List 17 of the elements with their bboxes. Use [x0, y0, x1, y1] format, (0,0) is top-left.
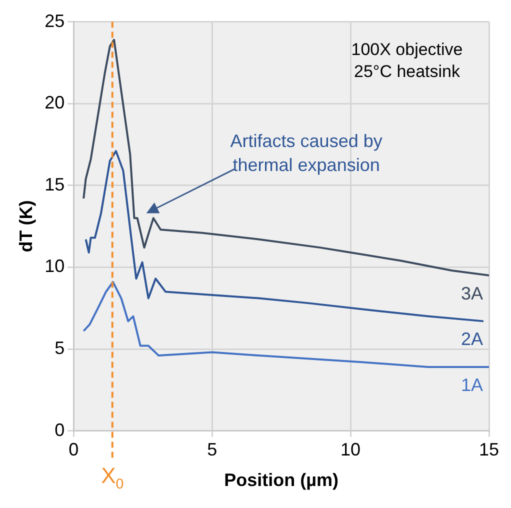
x-tick-label: 0	[68, 440, 79, 460]
y-tick-label: 5	[54, 338, 65, 358]
series-label: 3A	[460, 283, 483, 304]
y-tick-label: 10	[44, 256, 65, 276]
series-label: 1A	[460, 374, 483, 395]
x-axis-title: Position (µm)	[224, 470, 338, 490]
y-axis-title: dT (K)	[16, 200, 36, 252]
y-tick-label: 0	[54, 420, 65, 440]
y-tick-label: 20	[44, 92, 65, 113]
series-label: 2A	[460, 329, 483, 350]
y-tick-label: 15	[44, 174, 65, 194]
annotation: Artifacts caused by thermal expansion	[230, 131, 382, 176]
x-tick-label: 10	[340, 440, 361, 460]
x-tick-label: 15	[478, 440, 500, 460]
x-tick-label: 5	[207, 440, 218, 460]
y-tick-label: 25	[44, 10, 65, 31]
annotation: 100X objective 25°C heatsink	[351, 40, 463, 81]
